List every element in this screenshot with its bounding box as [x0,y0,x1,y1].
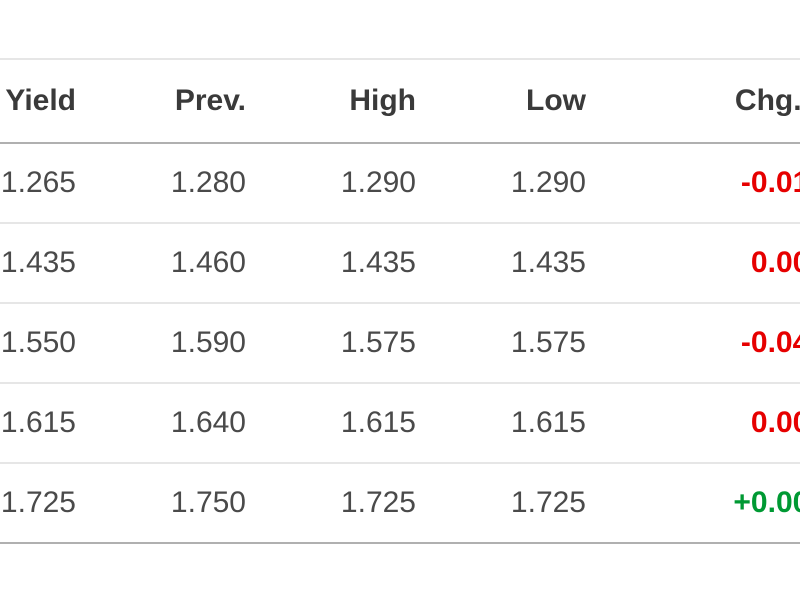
cell-high: 1.435 [260,223,430,303]
table-row[interactable]: 1.4351.4601.4351.4350.000 [0,223,800,303]
table-row[interactable]: 1.6151.6401.6151.6150.000 [0,383,800,463]
cell-chg: -0.040 [600,303,800,383]
yield-table-container: Yield Prev. High Low Chg.⇅ 1.2651.2801.2… [0,58,800,544]
table-header-row: Yield Prev. High Low Chg.⇅ [0,59,800,143]
col-header-prev-label: Prev. [175,84,246,118]
table-body: 1.2651.2801.2901.290-0.0151.4351.4601.43… [0,143,800,543]
cell-yield: 1.725 [0,463,90,543]
cell-chg: 0.000 [600,223,800,303]
cell-chg: -0.015 [600,143,800,223]
cell-yield: 1.550 [0,303,90,383]
table-row[interactable]: 1.2651.2801.2901.290-0.015 [0,143,800,223]
col-header-low[interactable]: Low [430,59,600,143]
cell-chg: 0.000 [600,383,800,463]
cell-high: 1.615 [260,383,430,463]
cell-high: 1.575 [260,303,430,383]
cell-yield: 1.265 [0,143,90,223]
col-header-high-label: High [349,84,416,118]
cell-yield: 1.435 [0,223,90,303]
col-header-chg[interactable]: Chg.⇅ [600,59,800,143]
cell-prev: 1.640 [90,383,260,463]
cell-chg: +0.000 [600,463,800,543]
col-header-low-label: Low [526,84,586,118]
table-row[interactable]: 1.7251.7501.7251.725+0.000 [0,463,800,543]
cell-low: 1.615 [430,383,600,463]
cell-prev: 1.750 [90,463,260,543]
col-header-yield[interactable]: Yield [0,59,90,143]
cell-low: 1.725 [430,463,600,543]
cell-yield: 1.615 [0,383,90,463]
cell-low: 1.290 [430,143,600,223]
col-header-prev[interactable]: Prev. [90,59,260,143]
col-header-yield-label: Yield [5,84,76,118]
yield-table: Yield Prev. High Low Chg.⇅ 1.2651.2801.2… [0,58,800,544]
cell-high: 1.290 [260,143,430,223]
cell-low: 1.575 [430,303,600,383]
cell-low: 1.435 [430,223,600,303]
cell-prev: 1.590 [90,303,260,383]
table-row[interactable]: 1.5501.5901.5751.575-0.040 [0,303,800,383]
cell-prev: 1.460 [90,223,260,303]
col-header-high[interactable]: High [260,59,430,143]
cell-prev: 1.280 [90,143,260,223]
cell-high: 1.725 [260,463,430,543]
col-header-chg-label: Chg. [735,84,800,118]
